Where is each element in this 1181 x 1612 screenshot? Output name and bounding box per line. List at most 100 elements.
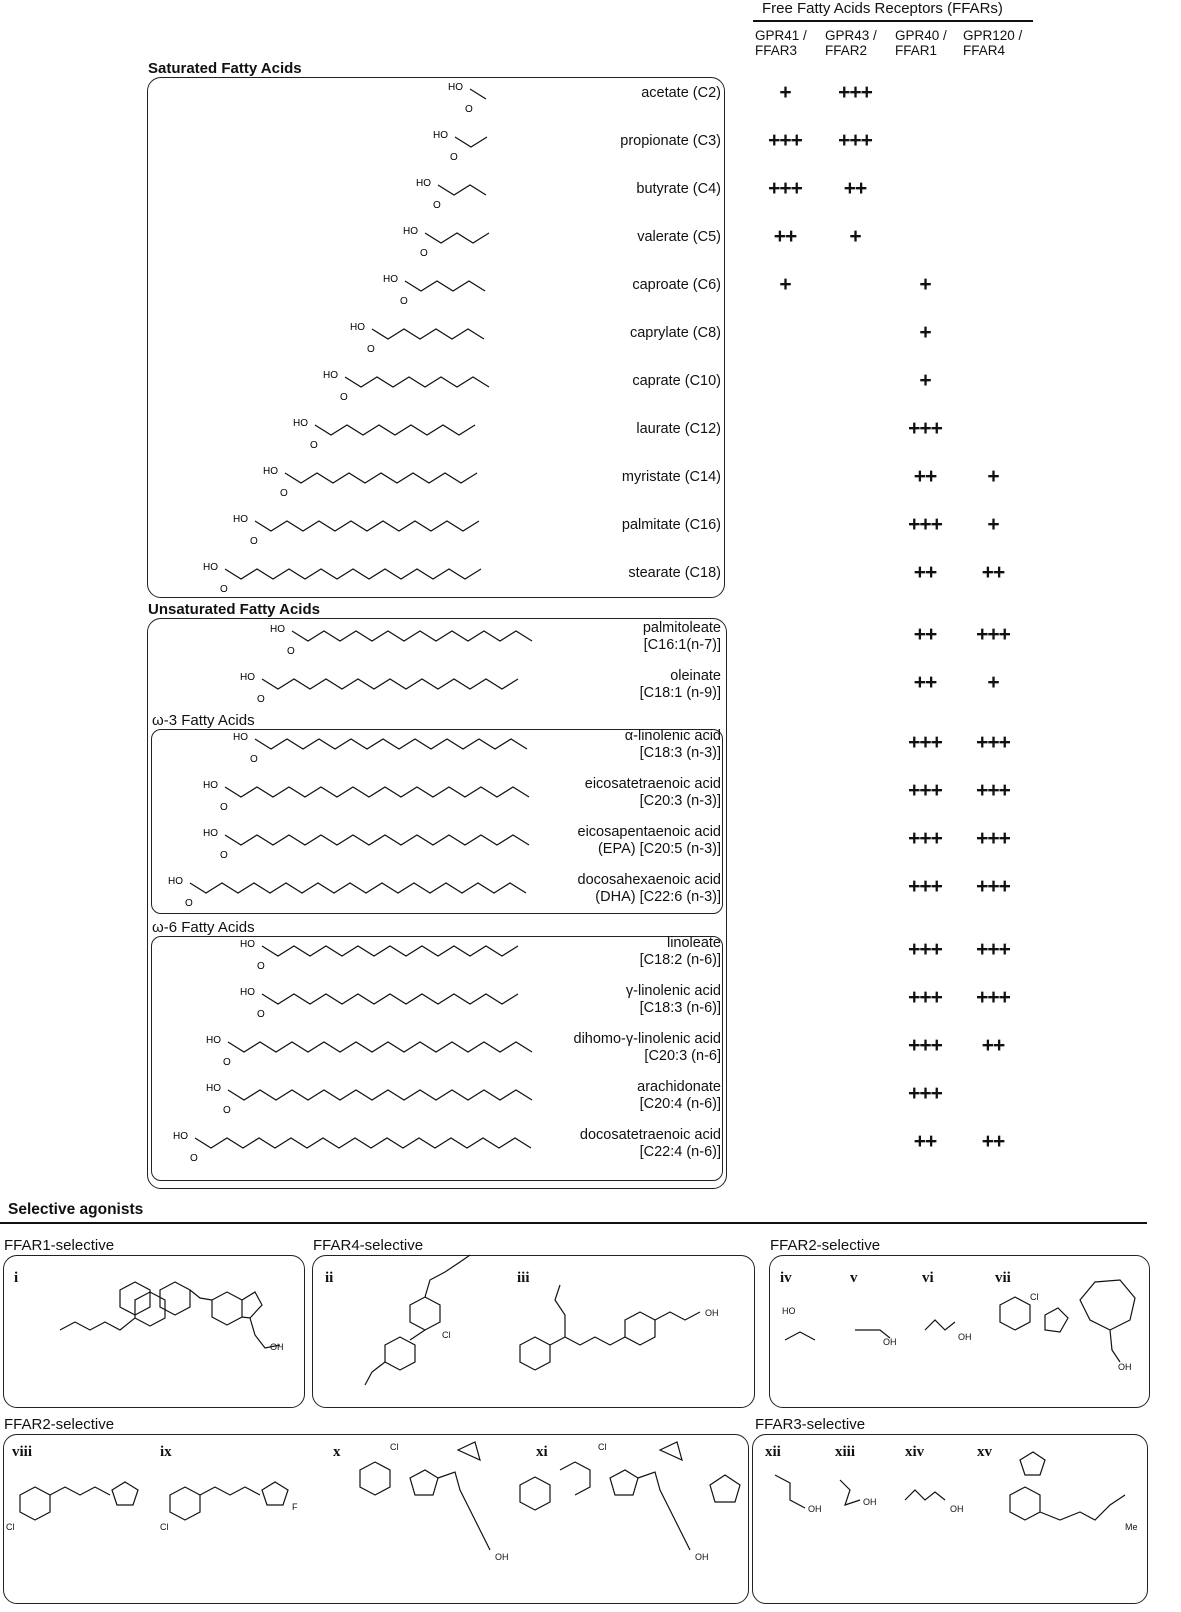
chain-saturated-10 [224,568,482,580]
oxygen-label-saturated-7: O [310,440,318,451]
hydroxyl-label-omega6-1: HO [240,987,255,998]
oxygen-label-omega3-2: O [220,850,228,861]
oxygen-label-saturated-6: O [340,392,348,403]
oxygen-label-omega6-3: O [223,1105,231,1116]
compound-label-v: v [850,1270,858,1286]
score-saturated-5-ffar1: + [919,321,931,344]
compound-label-i: i [14,1270,19,1286]
hydroxyl-label-omega3-3: HO [168,876,183,887]
oxygen-label-saturated-10: O [220,584,228,595]
score-omega6-2-ffar1: +++ [908,1034,943,1057]
group-label-ffar3: FFAR3-selective [755,1416,866,1433]
chain-saturated-5 [371,328,485,340]
score-saturated-9-ffar4: + [987,513,999,536]
score-saturated-9-ffar1: +++ [908,513,943,536]
acid-name-saturated-5: caprylate (C8) [629,325,721,341]
score-saturated-10-ffar4: ++ [981,561,1006,584]
chain-omega3-3 [189,882,527,894]
score-saturated-4-ffar3: + [779,273,791,296]
score-omega3-2-ffar4: +++ [976,827,1011,850]
chain-omega6-2 [227,1041,533,1053]
hydroxyl-label-omega6-2: HO [206,1035,221,1046]
omega6-heading: ω-6 Fatty Acids [152,919,255,936]
chain-omega3-2 [224,834,530,846]
score-omega3-1-ffar4: +++ [976,779,1011,802]
acid-name-saturated-4: caproate (C6) [632,277,721,293]
score-saturated-6-ffar1: + [919,369,931,392]
hydroxyl-label-omega6-4: HO [173,1131,188,1142]
hydroxyl-label-omega6-3: HO [206,1083,221,1094]
acid-name-saturated-7: laurate (C12) [636,421,721,437]
score-omega6-0-ffar4: +++ [976,938,1011,961]
score-unsaturated-1-ffar4: + [987,671,999,694]
chain-saturated-9 [254,520,480,532]
acid-name-saturated-6: caprate (C10) [632,373,721,389]
hydroxyl-label-saturated-3: HO [403,226,418,237]
acid-name-saturated-3: valerate (C5) [637,229,721,245]
group-box-ffar2-b [3,1434,749,1604]
hydroxyl-label-saturated-10: HO [203,562,218,573]
oxygen-label-unsaturated-0: O [287,646,295,657]
chain-saturated-6 [344,376,490,388]
compound-label-vii: vii [995,1270,1011,1286]
score-omega6-0-ffar1: +++ [908,938,943,961]
score-omega3-3-ffar1: +++ [908,875,943,898]
oxygen-label-saturated-2: O [433,200,441,211]
compound-label-ii: ii [325,1270,334,1286]
acid-name-saturated-8: myristate (C14) [621,469,721,485]
chain-saturated-1 [454,136,488,148]
omega6-box [151,936,723,1181]
acid-name-omega6-3: arachidonate [C20:4 (n-6)] [637,1079,721,1112]
oxygen-label-saturated-3: O [420,248,428,259]
acid-name-omega3-0: α-linolenic acid [C18:3 (n-3)] [624,728,721,761]
compound-label-ix: ix [160,1444,172,1460]
oxygen-label-saturated-8: O [280,488,288,499]
receptor-table-title: Free Fatty Acids Receptors (FFARs) [762,0,1003,17]
compound-label-xii: xii [765,1444,781,1460]
score-unsaturated-0-ffar1: ++ [913,623,938,646]
compound-label-iv: iv [780,1270,792,1286]
score-saturated-1-ffar2: +++ [838,129,873,152]
hydroxyl-label-saturated-0: HO [448,82,463,93]
group-label-ffar4: FFAR4-selective [313,1237,424,1254]
hydroxyl-label-omega3-0: HO [233,732,248,743]
score-saturated-4-ffar1: + [919,273,931,296]
hydroxyl-label-omega6-0: HO [240,939,255,950]
score-unsaturated-0-ffar4: +++ [976,623,1011,646]
score-omega3-3-ffar4: +++ [976,875,1011,898]
oxygen-label-omega6-1: O [257,1009,265,1020]
score-omega3-0-ffar1: +++ [908,731,943,754]
chain-omega3-1 [224,786,530,798]
group-box-ffar2-a [769,1255,1150,1408]
oxygen-label-omega6-2: O [223,1057,231,1068]
oxygen-label-omega3-1: O [220,802,228,813]
selective-agonists-title: Selective agonists [8,1201,144,1218]
chain-saturated-3 [424,232,490,244]
acid-name-unsaturated-0: palmitoleate [C16:1(n-7)] [642,620,721,653]
hydroxyl-label-omega3-1: HO [203,780,218,791]
chain-saturated-2 [437,184,487,196]
score-saturated-2-ffar3: +++ [768,177,803,200]
chain-saturated-4 [404,280,486,292]
score-omega6-3-ffar1: +++ [908,1082,943,1105]
oxygen-label-omega3-0: O [250,754,258,765]
acid-name-omega3-2: eicosapentaenoic acid (EPA) [C20:5 (n-3)] [577,824,722,857]
unsaturated-box [147,618,727,1189]
acid-name-omega6-2: dihomo-γ-linolenic acid [C20:3 (n-6] [573,1031,722,1064]
score-saturated-3-ffar2: + [849,225,861,248]
oxygen-label-saturated-0: O [465,104,473,115]
selective-rule [0,1222,1147,1224]
compound-label-xiv: xiv [905,1444,925,1460]
saturated-heading: Saturated Fatty Acids [148,60,302,77]
score-omega3-0-ffar4: +++ [976,731,1011,754]
hydroxyl-label-unsaturated-1: HO [240,672,255,683]
chain-omega6-1 [261,993,519,1005]
oxygen-label-omega6-4: O [190,1153,198,1164]
column-header-ffar3: GPR41 /FFAR3 [755,28,807,58]
score-saturated-2-ffar2: ++ [843,177,868,200]
compound-label-iii: iii [517,1270,530,1286]
group-box-ffar1 [3,1255,305,1408]
saturated-box [147,77,725,598]
unsaturated-heading: Unsaturated Fatty Acids [148,601,320,618]
oxygen-label-saturated-9: O [250,536,258,547]
